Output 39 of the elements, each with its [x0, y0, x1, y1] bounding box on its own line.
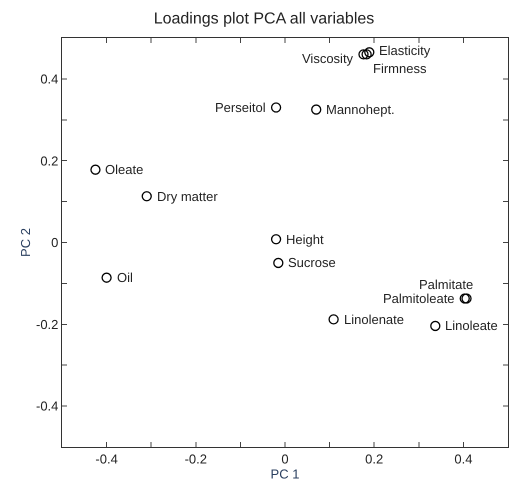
point [361, 49, 372, 60]
annotation: Dry matter [157, 189, 218, 204]
annotation: Oleate [105, 162, 144, 177]
point [270, 102, 282, 113]
x-tick-label: 0 [281, 452, 289, 467]
annotation: Palmitate [419, 277, 474, 292]
point [273, 258, 284, 268]
point [364, 47, 374, 58]
point [430, 320, 440, 332]
y-tick-label: 0 [51, 235, 58, 250]
point [142, 191, 152, 202]
point [270, 234, 282, 244]
y-tick-label: 0.4 [40, 71, 58, 86]
x-axis-title: PC 1 [270, 466, 300, 482]
y-tick-label: -0.2 [36, 316, 58, 332]
y-tick-label: -0.4 [36, 398, 58, 414]
x-tick-label: 0.2 [365, 452, 384, 467]
chart-title: Loadings plot PCA all variables [154, 10, 374, 28]
y-tick-label: 0.2 [40, 153, 58, 168]
annotation: Linolenate [344, 312, 404, 327]
annotation: Firmness [373, 61, 427, 76]
y-axis-title: PC 2 [18, 228, 33, 257]
annotation: Height [286, 232, 324, 247]
annotation: Palmitoleate [383, 291, 455, 306]
annotation: Perseitol [215, 100, 266, 115]
annotation: Oil [117, 270, 133, 285]
x-tick-label: -0.2 [184, 452, 208, 467]
annotation: Viscosity [302, 51, 354, 66]
point [101, 272, 112, 283]
annotation: Sucrose [288, 255, 336, 270]
point [358, 49, 369, 60]
annotation: Elasticity [379, 43, 431, 58]
annotation: Linoleate [445, 318, 498, 333]
x-tick-label: 0.4 [454, 452, 472, 467]
point [90, 164, 101, 175]
point [328, 314, 339, 325]
x-tick-label: -0.4 [95, 452, 118, 467]
annotation: Mannohept. [326, 102, 395, 117]
point [311, 104, 322, 115]
